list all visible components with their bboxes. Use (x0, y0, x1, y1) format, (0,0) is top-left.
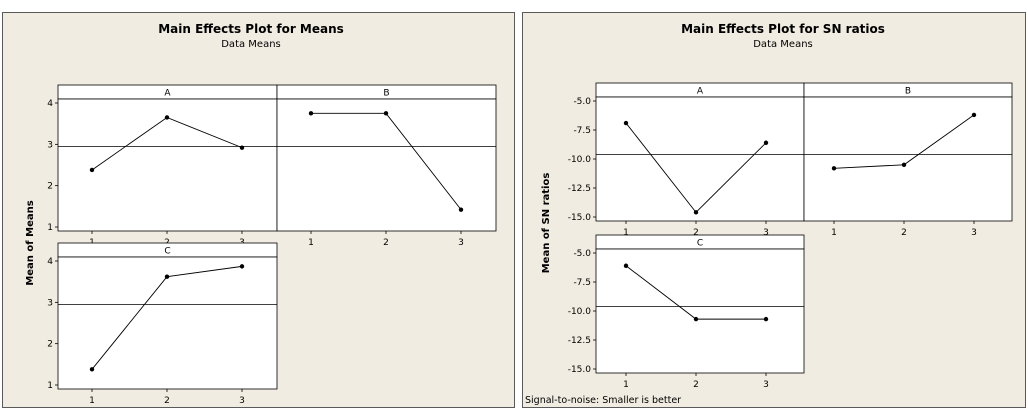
chart-title: Main Effects Plot for SN ratios (681, 22, 885, 36)
x-tick-label: 1 (89, 396, 95, 406)
y-tick-label: -7.5 (573, 126, 591, 136)
means-chart-svg: Main Effects Plot for Means Data Means Mea… (25, 22, 497, 406)
y-axis-label: Mean of Means (25, 200, 36, 285)
y-tick-label: -15.0 (568, 213, 592, 223)
y-tick-label: 1 (47, 223, 53, 233)
x-tick-label: 2 (693, 380, 699, 390)
facet-label-a: A (697, 87, 704, 97)
y-tick-label: -10.0 (568, 307, 592, 317)
data-point (164, 115, 170, 120)
x-tick-label: 3 (971, 228, 977, 238)
y-tick-label: 1 (47, 381, 53, 391)
data-point (693, 210, 699, 215)
sn-ratios-chart-svg: Main Effects Plot for SN ratios Data Mean… (525, 22, 1013, 406)
x-tick-label: 2 (164, 396, 170, 406)
facet-label-c: C (164, 247, 170, 257)
y-tick-label: 3 (47, 298, 53, 308)
y-tick-label: -12.5 (568, 336, 591, 346)
facet-label-a: A (164, 89, 171, 99)
data-point (239, 264, 245, 269)
data-point (308, 111, 314, 116)
x-tick-label: 1 (623, 380, 629, 390)
y-tick-label: -7.5 (573, 278, 591, 288)
y-tick-label: 4 (47, 99, 53, 109)
facet-label-c: C (697, 239, 703, 249)
x-tick-label: 3 (763, 228, 769, 238)
x-tick-label: 1 (831, 228, 837, 238)
data-point (971, 112, 977, 118)
x-tick-label: 2 (383, 238, 389, 248)
data-point (901, 162, 907, 167)
data-point (383, 111, 389, 116)
plot-area-b (276, 98, 497, 232)
chart-footnote: Signal-to-noise: Smaller is better (525, 395, 681, 406)
x-tick-label: 3 (763, 380, 769, 390)
data-point (89, 367, 95, 372)
y-tick-label: -5.0 (573, 97, 591, 107)
y-tick-label: 4 (47, 257, 53, 267)
data-point (239, 145, 245, 150)
x-tick-label: 3 (458, 238, 464, 248)
y-tick-label: 3 (47, 140, 53, 150)
y-tick-label: -12.5 (568, 184, 591, 194)
y-tick-label: -10.0 (568, 155, 592, 165)
data-point (458, 207, 464, 212)
plot-area-c (57, 256, 278, 390)
x-tick-label: 2 (693, 228, 699, 238)
x-tick-label: 1 (308, 238, 314, 248)
means-chart-panel: Main Effects Plot for Means Data Means Mea… (2, 12, 515, 408)
data-point (763, 140, 769, 145)
y-tick-label: 2 (47, 340, 53, 350)
facet-label-b: B (905, 87, 911, 97)
data-point (89, 167, 95, 173)
plot-area-a (57, 98, 278, 232)
plot-area-a (595, 96, 805, 222)
y-axis-label: Mean of SN ratios (541, 173, 552, 274)
sn-ratios-chart-panel: Main Effects Plot for SN ratios Data Mean… (522, 12, 1026, 408)
data-point (623, 120, 629, 126)
data-point (831, 166, 837, 171)
plot-area-b (803, 96, 1013, 222)
data-point (693, 316, 699, 322)
x-tick-label: 1 (623, 228, 629, 238)
chart-subtitle: Data Means (753, 39, 813, 50)
y-tick-label: -15.0 (568, 365, 592, 375)
data-point (164, 274, 170, 279)
y-tick-label: 2 (47, 182, 53, 192)
data-point (623, 263, 629, 268)
x-tick-label: 2 (901, 228, 907, 238)
data-point (763, 316, 769, 322)
chart-title: Main Effects Plot for Means (158, 22, 344, 36)
y-tick-label: -5.0 (573, 249, 591, 259)
facet-label-b: B (383, 89, 389, 99)
x-tick-label: 3 (239, 396, 245, 406)
chart-subtitle: Data Means (221, 39, 281, 50)
